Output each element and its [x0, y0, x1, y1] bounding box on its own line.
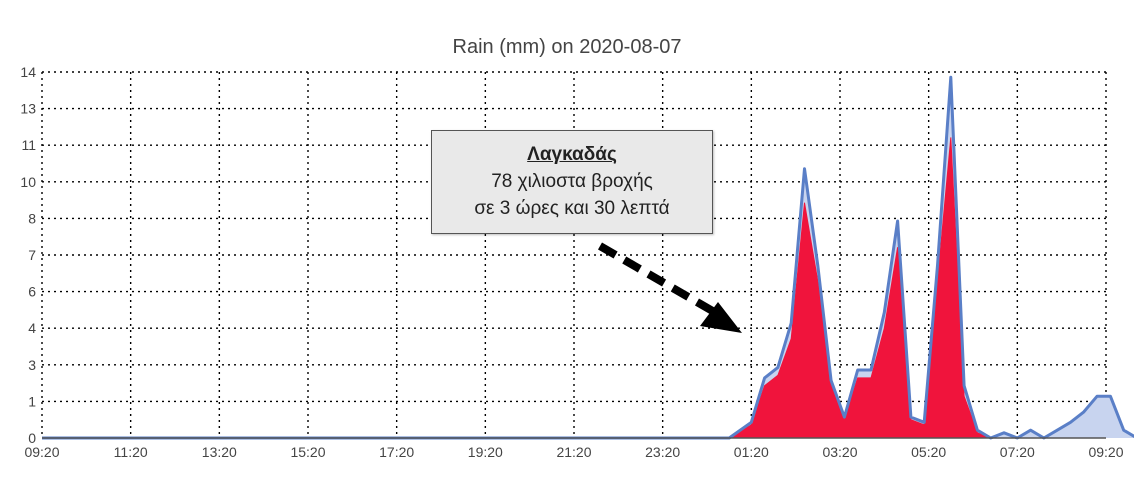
x-tick-label: 13:20 — [202, 444, 237, 460]
y-tick-label: 13 — [20, 101, 36, 117]
y-tick-label: 0 — [28, 430, 36, 446]
y-tick-label: 11 — [21, 137, 36, 153]
series-highlight-area — [42, 137, 991, 439]
axes: 09:20 11:20 13:20 15:20 17:20 19:20 21:20 23:20… — [20, 64, 1123, 460]
arrow-shaft — [597, 242, 719, 317]
x-tick-label: 09:20 — [24, 444, 59, 460]
y-tick-label: 14 — [20, 64, 36, 80]
callout-line-2: σε 3 ώρες και 30 λεπτά — [474, 198, 670, 219]
x-tick-label: 23:20 — [645, 444, 680, 460]
y-tick-label: 7 — [28, 247, 36, 263]
arrow-head — [700, 302, 742, 333]
y-tick-label: 3 — [28, 357, 36, 373]
callout-title: Λαγκαδάς — [527, 144, 617, 165]
callout-arrow — [597, 242, 742, 333]
x-tick-label: 03:20 — [822, 444, 857, 460]
x-tick-label: 01:20 — [734, 444, 769, 460]
annotation-callout: Λαγκαδάς 78 χιλιοστα βροχής σε 3 ώρες κα… — [431, 130, 713, 234]
x-tick-label: 21:20 — [556, 444, 591, 460]
x-tick-label: 19:20 — [468, 444, 503, 460]
y-tick-label: 1 — [28, 393, 36, 409]
x-tick-label: 05:20 — [911, 444, 946, 460]
callout-line-1: 78 χιλιοστα βροχής — [491, 171, 653, 192]
series-layer — [42, 75, 1134, 440]
y-tick-label: 4 — [28, 320, 36, 336]
x-tick-label: 15:20 — [290, 444, 325, 460]
y-tick-label: 10 — [20, 174, 36, 190]
y-tick-label: 6 — [28, 284, 36, 300]
series-total-line — [42, 75, 1134, 440]
x-tick-label: 11:20 — [114, 444, 148, 460]
y-tick-label: 8 — [28, 210, 36, 226]
x-tick-label: 07:20 — [1000, 444, 1035, 460]
x-tick-label: 09:20 — [1088, 444, 1123, 460]
chart-title: Rain (mm) on 2020-08-07 — [453, 36, 682, 58]
x-tick-label: 17:20 — [379, 444, 414, 460]
